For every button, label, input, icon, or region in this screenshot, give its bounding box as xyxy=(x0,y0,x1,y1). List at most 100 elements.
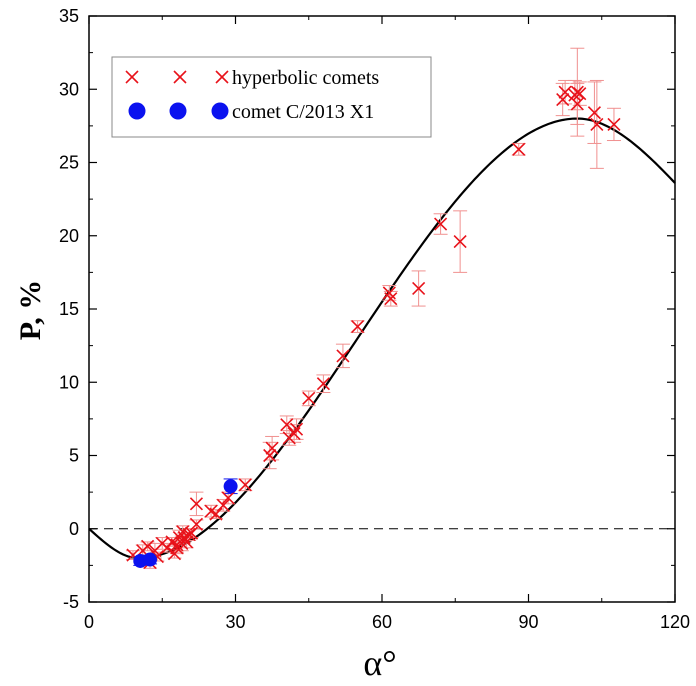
x-tick-label: 60 xyxy=(372,612,392,632)
legend: hyperbolic comets comet C/2013 X1 xyxy=(111,56,432,138)
legend-comet-label: comet C/2013 X1 xyxy=(232,101,374,123)
y-tick-label: 10 xyxy=(59,372,79,392)
x-stroke xyxy=(204,504,218,518)
hyperbolic-point xyxy=(189,497,203,511)
hyperbolic-point xyxy=(289,422,304,436)
x-stroke xyxy=(209,507,223,521)
x-tick-label: 90 xyxy=(518,612,538,632)
x-stroke xyxy=(263,448,277,463)
hyperbolic-point xyxy=(209,507,223,521)
hyperbolic-point xyxy=(587,106,601,120)
hyperbolic-point xyxy=(238,478,252,492)
x-stroke xyxy=(216,498,230,512)
hyperbolic-point xyxy=(265,441,279,455)
legend-box xyxy=(111,56,432,138)
x-stroke xyxy=(590,117,604,131)
x-stroke xyxy=(238,478,252,492)
x-stroke xyxy=(587,106,601,120)
y-tick-label: 15 xyxy=(59,299,79,319)
x-stroke xyxy=(265,441,279,455)
hyperbolic-point xyxy=(558,85,572,99)
hyperbolic-point xyxy=(280,418,294,432)
x-stroke xyxy=(215,70,229,84)
hyperbolic-point xyxy=(336,349,350,363)
x-tick-label: 0 xyxy=(84,612,94,632)
comet-point xyxy=(143,552,158,567)
hyperbolic-point xyxy=(302,391,316,405)
x-stroke xyxy=(180,535,194,549)
x-stroke xyxy=(512,142,526,156)
x-stroke xyxy=(141,539,155,553)
hyperbolic-point xyxy=(573,87,587,101)
x-stroke xyxy=(289,422,304,436)
x-stroke xyxy=(382,286,396,300)
legend-hyperbolic-markers xyxy=(125,70,229,84)
x-stroke xyxy=(556,92,570,107)
hyperbolic-point xyxy=(316,377,330,391)
y-tick-label: 5 xyxy=(69,446,79,466)
x-stroke xyxy=(184,526,199,540)
x-stroke xyxy=(384,292,398,306)
x-stroke xyxy=(173,70,187,84)
curve-layer xyxy=(88,117,676,560)
legend-x-marker xyxy=(215,70,229,84)
x-stroke xyxy=(573,87,587,101)
hyperbolic-point xyxy=(189,517,203,531)
hyperbolic-point xyxy=(384,292,398,306)
hyperbolic-point xyxy=(512,142,526,156)
legend-comet-markers xyxy=(128,102,229,120)
x-stroke xyxy=(607,117,621,131)
legend-x-marker xyxy=(125,70,139,84)
legend-dot-marker xyxy=(169,102,187,120)
x-stroke xyxy=(434,217,448,231)
hyperbolic-point xyxy=(412,281,426,296)
x-tick-label: 30 xyxy=(225,612,245,632)
x-stroke xyxy=(412,281,426,296)
y-tick-label: 35 xyxy=(59,6,79,26)
x-stroke xyxy=(316,377,330,391)
x-stroke xyxy=(453,235,467,249)
comet-point xyxy=(223,479,238,494)
hyperbolic-point xyxy=(221,491,235,505)
x-stroke xyxy=(558,85,572,99)
x-axis-title: α° xyxy=(363,643,396,683)
hyperbolic-point xyxy=(216,498,230,512)
hyperbolic-point xyxy=(607,117,621,131)
hyperbolic-point xyxy=(556,92,570,107)
legend-x-marker xyxy=(173,70,187,84)
hyperbolic-point xyxy=(453,235,467,249)
hyperbolic-point xyxy=(570,97,584,111)
y-tick-label: 30 xyxy=(59,79,79,99)
hyperbolic-point xyxy=(351,320,365,334)
y-tick-label: 25 xyxy=(59,153,79,173)
legend-dot-marker xyxy=(211,102,229,120)
x-stroke xyxy=(280,418,294,432)
x-tick-label: 120 xyxy=(660,612,690,632)
x-stroke xyxy=(302,391,316,405)
hyperbolic-point xyxy=(184,526,199,540)
x-stroke xyxy=(172,530,186,545)
y-axis-title: P, % xyxy=(14,280,47,341)
x-stroke xyxy=(221,491,235,505)
marker-layer xyxy=(126,85,621,570)
hyperbolic-point xyxy=(263,448,277,463)
model-curve xyxy=(88,117,676,560)
x-stroke xyxy=(351,320,365,334)
x-stroke xyxy=(336,349,350,363)
y-tick-label: -5 xyxy=(63,592,79,612)
x-stroke xyxy=(189,497,203,511)
x-stroke xyxy=(189,517,203,531)
x-stroke xyxy=(287,426,301,441)
x-stroke xyxy=(570,97,584,111)
hyperbolic-point xyxy=(180,535,194,549)
y-tick-label: 0 xyxy=(69,519,79,539)
hyperbolic-point xyxy=(434,217,448,231)
x-stroke xyxy=(125,70,139,84)
legend-dot-marker xyxy=(128,102,146,120)
hyperbolic-point xyxy=(590,117,604,131)
y-tick-label: 20 xyxy=(59,226,79,246)
x-stroke xyxy=(126,548,140,562)
hyperbolic-point xyxy=(141,539,155,553)
